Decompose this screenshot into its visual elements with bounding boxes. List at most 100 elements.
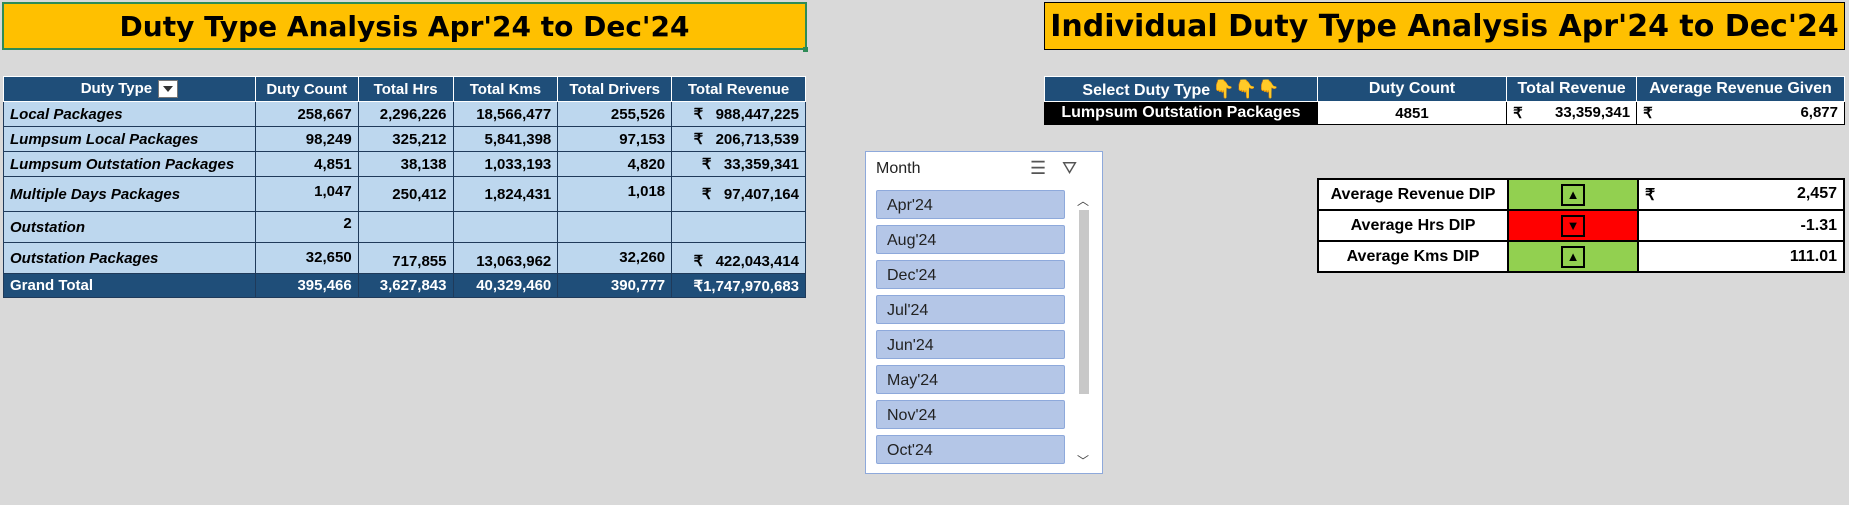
cell-hrs[interactable]: 38,138: [357, 151, 454, 177]
scroll-down-icon[interactable]: ﹀: [1077, 454, 1090, 468]
scroll-up-icon[interactable]: ︿: [1077, 194, 1090, 208]
cell-hrs[interactable]: 250,412: [357, 176, 454, 212]
dip-indicator[interactable]: ▲: [1507, 178, 1639, 211]
clear-filter-icon[interactable]: ⛛: [1062, 158, 1078, 178]
row-label[interactable]: Multiple Days Packages: [3, 176, 256, 212]
slicer-item-nov24[interactable]: Nov'24: [876, 400, 1065, 429]
cell-revenue[interactable]: ₹206,713,539: [671, 126, 806, 152]
grand-total-row: Grand Total 395,466 3,627,843 40,329,460…: [3, 273, 806, 298]
row-label[interactable]: Outstation: [3, 211, 256, 243]
cell-kms[interactable]: 18,566,477: [452, 101, 559, 127]
slicer-item-oct24[interactable]: Oct'24: [876, 435, 1065, 464]
detail-duty-count[interactable]: 4851: [1316, 101, 1508, 125]
grand-total-drivers[interactable]: 390,777: [557, 273, 673, 298]
dip-label[interactable]: Average Revenue DIP: [1317, 178, 1509, 211]
cell-drivers[interactable]: 32,260: [557, 242, 673, 274]
cell-kms[interactable]: 13,063,962: [452, 242, 559, 274]
cell-revenue[interactable]: ₹97,407,164: [671, 176, 806, 212]
header-total-revenue[interactable]: Total Revenue: [671, 76, 806, 102]
slicer-item-may24[interactable]: May'24: [876, 365, 1065, 394]
dip-value[interactable]: 111.01: [1637, 240, 1845, 273]
scroll-thumb[interactable]: [1079, 210, 1089, 394]
dip-indicator[interactable]: ▲: [1507, 240, 1639, 273]
cell-hrs[interactable]: [357, 211, 454, 243]
cell-selection-handle[interactable]: [803, 47, 808, 52]
cell-count[interactable]: 2: [254, 211, 359, 243]
table-row: Outstation 2: [3, 211, 806, 243]
cell-hrs[interactable]: 325,212: [357, 126, 454, 152]
cell-revenue[interactable]: ₹33,359,341: [671, 151, 806, 177]
arrow-up-icon: ▲: [1561, 183, 1585, 206]
currency-symbol: ₹: [1645, 186, 1656, 204]
row-label[interactable]: Lumpsum Local Packages: [3, 126, 256, 152]
header-duty-type[interactable]: Duty Type: [3, 76, 256, 102]
header-duty-count[interactable]: Duty Count: [254, 76, 359, 102]
month-slicer[interactable]: Month ☰ ⛛ Apr'24 Aug'24 Dec'24 Jul'24 Ju…: [865, 151, 1103, 474]
cell-hrs[interactable]: 2,296,226: [357, 101, 454, 127]
dip-row: Average Kms DIP ▲ 111.01: [1317, 240, 1845, 273]
dip-indicator[interactable]: ▼: [1507, 209, 1639, 242]
grand-total-kms[interactable]: 40,329,460: [452, 273, 559, 298]
cell-kms[interactable]: [452, 211, 559, 243]
row-label[interactable]: Local Packages: [3, 101, 256, 127]
table-row: Outstation Packages 32,650 717,855 13,06…: [3, 242, 806, 274]
cell-count[interactable]: 32,650: [254, 242, 359, 274]
cell-kms[interactable]: 1,824,431: [452, 176, 559, 212]
cell-count[interactable]: 1,047: [254, 176, 359, 212]
header-select-duty-type[interactable]: Select Duty Type 👇👇👇: [1044, 76, 1318, 102]
header-total-drivers[interactable]: Total Drivers: [557, 76, 673, 102]
slicer-item-aug24[interactable]: Aug'24: [876, 225, 1065, 254]
header-total-hrs[interactable]: Total Hrs: [357, 76, 454, 102]
cell-revenue[interactable]: ₹988,447,225: [671, 101, 806, 127]
table-row: Lumpsum Outstation Packages 4,851 38,138…: [3, 151, 806, 177]
slicer-item-dec24[interactable]: Dec'24: [876, 260, 1065, 289]
grand-total-label[interactable]: Grand Total: [3, 273, 256, 298]
pivot-table: Duty Type Duty Count Total Hrs Total Kms…: [3, 76, 806, 298]
cell-kms[interactable]: 5,841,398: [452, 126, 559, 152]
cell-count[interactable]: 258,667: [254, 101, 359, 127]
individual-analysis-title[interactable]: Individual Duty Type Analysis Apr'24 to …: [1044, 2, 1845, 50]
dip-value[interactable]: -1.31: [1637, 209, 1845, 242]
cell-drivers[interactable]: [557, 211, 673, 243]
header-total-kms[interactable]: Total Kms: [452, 76, 559, 102]
cell-kms[interactable]: 1,033,193: [452, 151, 559, 177]
cell-drivers[interactable]: 97,153: [557, 126, 673, 152]
cell-drivers[interactable]: 1,018: [557, 176, 673, 212]
header-avg-revenue[interactable]: Average Revenue Given: [1636, 76, 1845, 102]
row-label[interactable]: Outstation Packages: [3, 242, 256, 274]
cell-drivers[interactable]: 4,820: [557, 151, 673, 177]
currency-symbol: ₹: [701, 156, 712, 173]
table-row: Lumpsum Local Packages 98,249 325,212 5,…: [3, 126, 806, 152]
currency-symbol: ₹: [693, 253, 704, 270]
cell-hrs[interactable]: 717,855: [357, 242, 454, 274]
grand-total-hrs[interactable]: 3,627,843: [357, 273, 454, 298]
currency-symbol: ₹: [1513, 105, 1523, 122]
dip-value[interactable]: ₹2,457: [1637, 178, 1845, 211]
detail-avg-revenue[interactable]: ₹6,877: [1636, 101, 1845, 125]
slicer-item-jun24[interactable]: Jun'24: [876, 330, 1065, 359]
detail-total-revenue[interactable]: ₹33,359,341: [1506, 101, 1638, 125]
cell-drivers[interactable]: 255,526: [557, 101, 673, 127]
slicer-item-jul24[interactable]: Jul'24: [876, 295, 1065, 324]
row-label[interactable]: Lumpsum Outstation Packages: [3, 151, 256, 177]
grand-total-count[interactable]: 395,466: [254, 273, 359, 298]
multi-select-icon[interactable]: ☰: [1030, 158, 1047, 178]
duty-type-analysis-title[interactable]: Duty Type Analysis Apr'24 to Dec'24: [2, 2, 807, 50]
table-row: Multiple Days Packages 1,047 250,412 1,8…: [3, 176, 806, 212]
slicer-scrollbar[interactable]: ︿ ﹀: [1073, 190, 1095, 468]
header-duty-count[interactable]: Duty Count: [1316, 76, 1508, 102]
header-total-revenue[interactable]: Total Revenue: [1506, 76, 1638, 102]
cell-revenue[interactable]: [671, 211, 806, 243]
cell-count[interactable]: 4,851: [254, 151, 359, 177]
filter-dropdown-icon[interactable]: [158, 80, 179, 99]
table-row: Local Packages 258,667 2,296,226 18,566,…: [3, 101, 806, 127]
cell-count[interactable]: 98,249: [254, 126, 359, 152]
dip-label[interactable]: Average Kms DIP: [1317, 240, 1509, 273]
selected-duty-type-cell[interactable]: Lumpsum Outstation Packages: [1044, 101, 1318, 125]
cell-revenue[interactable]: ₹422,043,414: [671, 242, 806, 274]
dip-label[interactable]: Average Hrs DIP: [1317, 209, 1509, 242]
grand-total-revenue[interactable]: ₹1,747,970,683: [671, 273, 806, 298]
slicer-item-apr24[interactable]: Apr'24: [876, 190, 1065, 219]
currency-symbol: ₹: [693, 106, 704, 123]
slicer-title: Month: [876, 160, 921, 177]
